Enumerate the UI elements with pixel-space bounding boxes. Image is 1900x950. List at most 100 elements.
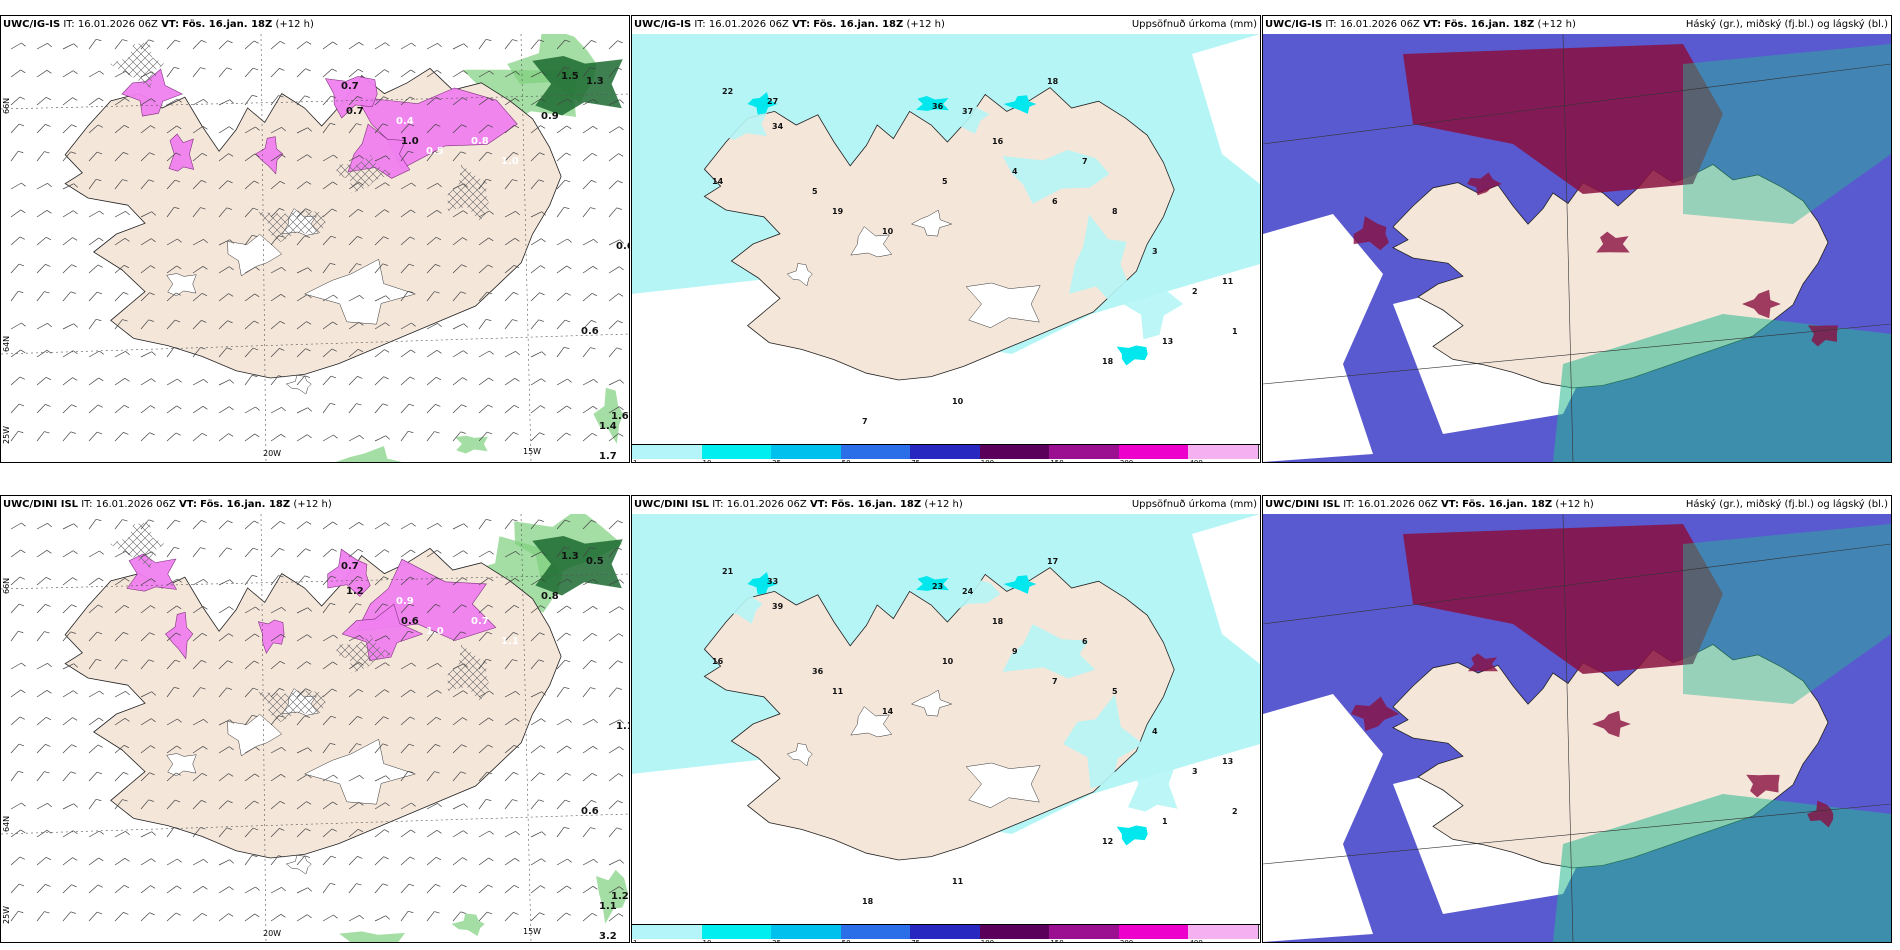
wind-barb	[374, 322, 390, 330]
value-label: 0.8	[541, 591, 559, 602]
wind-barb	[478, 431, 493, 442]
precip-value-label: 18	[862, 897, 874, 906]
precip-value-label: 4	[1152, 727, 1158, 736]
high-cloud-patch	[1353, 216, 1389, 251]
wind-barb	[166, 578, 182, 586]
precip-value-label: 17	[1047, 557, 1058, 566]
wind-barb	[114, 71, 130, 78]
wind-barb	[88, 318, 102, 330]
wind-barb	[452, 350, 468, 358]
wind-barb	[218, 633, 234, 642]
wind-barb	[296, 575, 310, 586]
colorbar-tick-label: 150	[1050, 939, 1064, 943]
wind-barb	[504, 551, 520, 558]
wind-barb	[218, 153, 234, 162]
wind-barb	[530, 405, 546, 414]
wind-barb	[530, 39, 544, 50]
wind-barb	[556, 912, 571, 922]
precip-value-label: 3	[1152, 247, 1158, 256]
wind-barb	[374, 209, 390, 218]
wind-barb	[582, 239, 598, 246]
wind-barb	[556, 346, 570, 358]
wind-barb	[322, 235, 337, 246]
value-label: 1.3	[561, 551, 579, 562]
wind-barb	[400, 150, 414, 162]
wind-barb	[582, 605, 598, 614]
wind-barb	[348, 688, 364, 698]
colorbar-tick-label: 25	[772, 459, 782, 463]
wind-barb	[322, 801, 338, 810]
precip-area	[339, 931, 405, 942]
precip-area	[928, 578, 1001, 614]
wind-barb	[504, 404, 520, 414]
snow-area	[327, 548, 371, 597]
wind-barb	[582, 520, 597, 530]
wind-barb	[244, 153, 260, 162]
wind-barb	[296, 634, 312, 642]
panel-title: Uppsöfnuð úrkoma (mm)	[1131, 19, 1257, 30]
wind-barb	[296, 407, 313, 414]
wind-barb	[88, 717, 104, 726]
colorbar-tick-label: 400	[1189, 459, 1203, 463]
wind-barb	[270, 153, 286, 162]
precip-value-label: 9	[1012, 647, 1018, 656]
colorbar-swatch	[1049, 925, 1120, 939]
precip-value-label: 2	[1232, 807, 1238, 816]
colorbar-tick-label: 75	[911, 939, 921, 943]
wind-barb	[374, 263, 388, 274]
lead-time: (+12 h)	[924, 499, 963, 510]
wind-barb	[270, 575, 284, 586]
wind-barb	[400, 42, 416, 50]
clear-sky-area	[1263, 694, 1383, 942]
wind-barb	[218, 606, 234, 614]
colorbar-swatch	[632, 445, 703, 459]
wind-barb	[426, 69, 442, 78]
wind-barb	[192, 125, 208, 134]
wind-barb	[166, 718, 182, 726]
wind-barb	[400, 403, 415, 414]
wind-barb	[582, 859, 598, 866]
wind-barb	[478, 690, 494, 698]
wind-barb	[322, 521, 338, 530]
wind-barb	[530, 125, 546, 134]
wind-barb	[296, 688, 311, 698]
wind-barb	[374, 123, 388, 134]
wind-barb	[114, 744, 130, 754]
wind-barb	[374, 435, 391, 442]
wind-barb	[166, 686, 180, 698]
wind-barb	[62, 291, 76, 302]
wind-barb	[530, 885, 546, 894]
wind-barb	[530, 378, 546, 386]
value-label: 0.9	[541, 111, 559, 122]
wind-barb	[192, 885, 208, 894]
wind-barb	[504, 152, 519, 162]
wind-barb	[140, 831, 157, 838]
wind-barb	[114, 772, 129, 782]
wind-barb	[88, 857, 104, 866]
wind-barb	[504, 377, 520, 386]
wind-barb	[10, 662, 26, 670]
wind-barb	[36, 689, 52, 698]
wind-barb	[140, 885, 156, 894]
wind-barb	[608, 347, 622, 358]
wind-barb	[348, 603, 362, 614]
wind-barb	[244, 40, 259, 50]
colorbar-tick-label: 50	[841, 459, 851, 463]
boundary-line	[1263, 803, 1891, 865]
wind-barb	[62, 431, 76, 442]
wind-barb	[582, 885, 598, 894]
wind-barb	[10, 236, 25, 246]
wind-barb	[166, 238, 182, 246]
wind-barb	[452, 717, 468, 726]
wind-barb	[504, 237, 520, 246]
wind-barb	[114, 237, 130, 246]
wind-barb	[88, 690, 104, 698]
wind-barb	[582, 152, 598, 162]
wind-barb	[296, 181, 312, 190]
precip-value-label: 11	[1222, 277, 1234, 286]
wind-barb	[296, 828, 311, 838]
precip-area	[718, 110, 768, 140]
wind-barb	[556, 206, 570, 218]
value-label: 0.9	[396, 596, 414, 607]
